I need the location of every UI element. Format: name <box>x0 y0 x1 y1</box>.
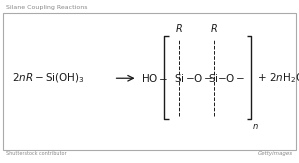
Text: Gettyimages: Gettyimages <box>258 151 293 156</box>
Text: $-\mathrm{O}-$: $-\mathrm{O}-$ <box>217 72 246 84</box>
Text: $2nR-\mathrm{Si(OH)_3}$: $2nR-\mathrm{Si(OH)_3}$ <box>12 71 85 85</box>
Text: $-\mathrm{O}-$: $-\mathrm{O}-$ <box>184 72 213 84</box>
Text: $+\ 2n\mathrm{H_2O}$: $+\ 2n\mathrm{H_2O}$ <box>257 71 299 85</box>
Text: R: R <box>210 24 217 34</box>
Text: $-$: $-$ <box>158 73 168 83</box>
Text: $n$: $n$ <box>252 122 259 131</box>
Text: $\mathrm{Si}$: $\mathrm{Si}$ <box>208 72 219 84</box>
Text: Silane Coupling Reactions: Silane Coupling Reactions <box>6 5 88 10</box>
Text: $\mathrm{Si}$: $\mathrm{Si}$ <box>174 72 185 84</box>
Text: R: R <box>176 24 183 34</box>
Text: Shutterstock contributor: Shutterstock contributor <box>6 151 67 156</box>
Text: $\mathrm{HO}$: $\mathrm{HO}$ <box>141 72 158 84</box>
